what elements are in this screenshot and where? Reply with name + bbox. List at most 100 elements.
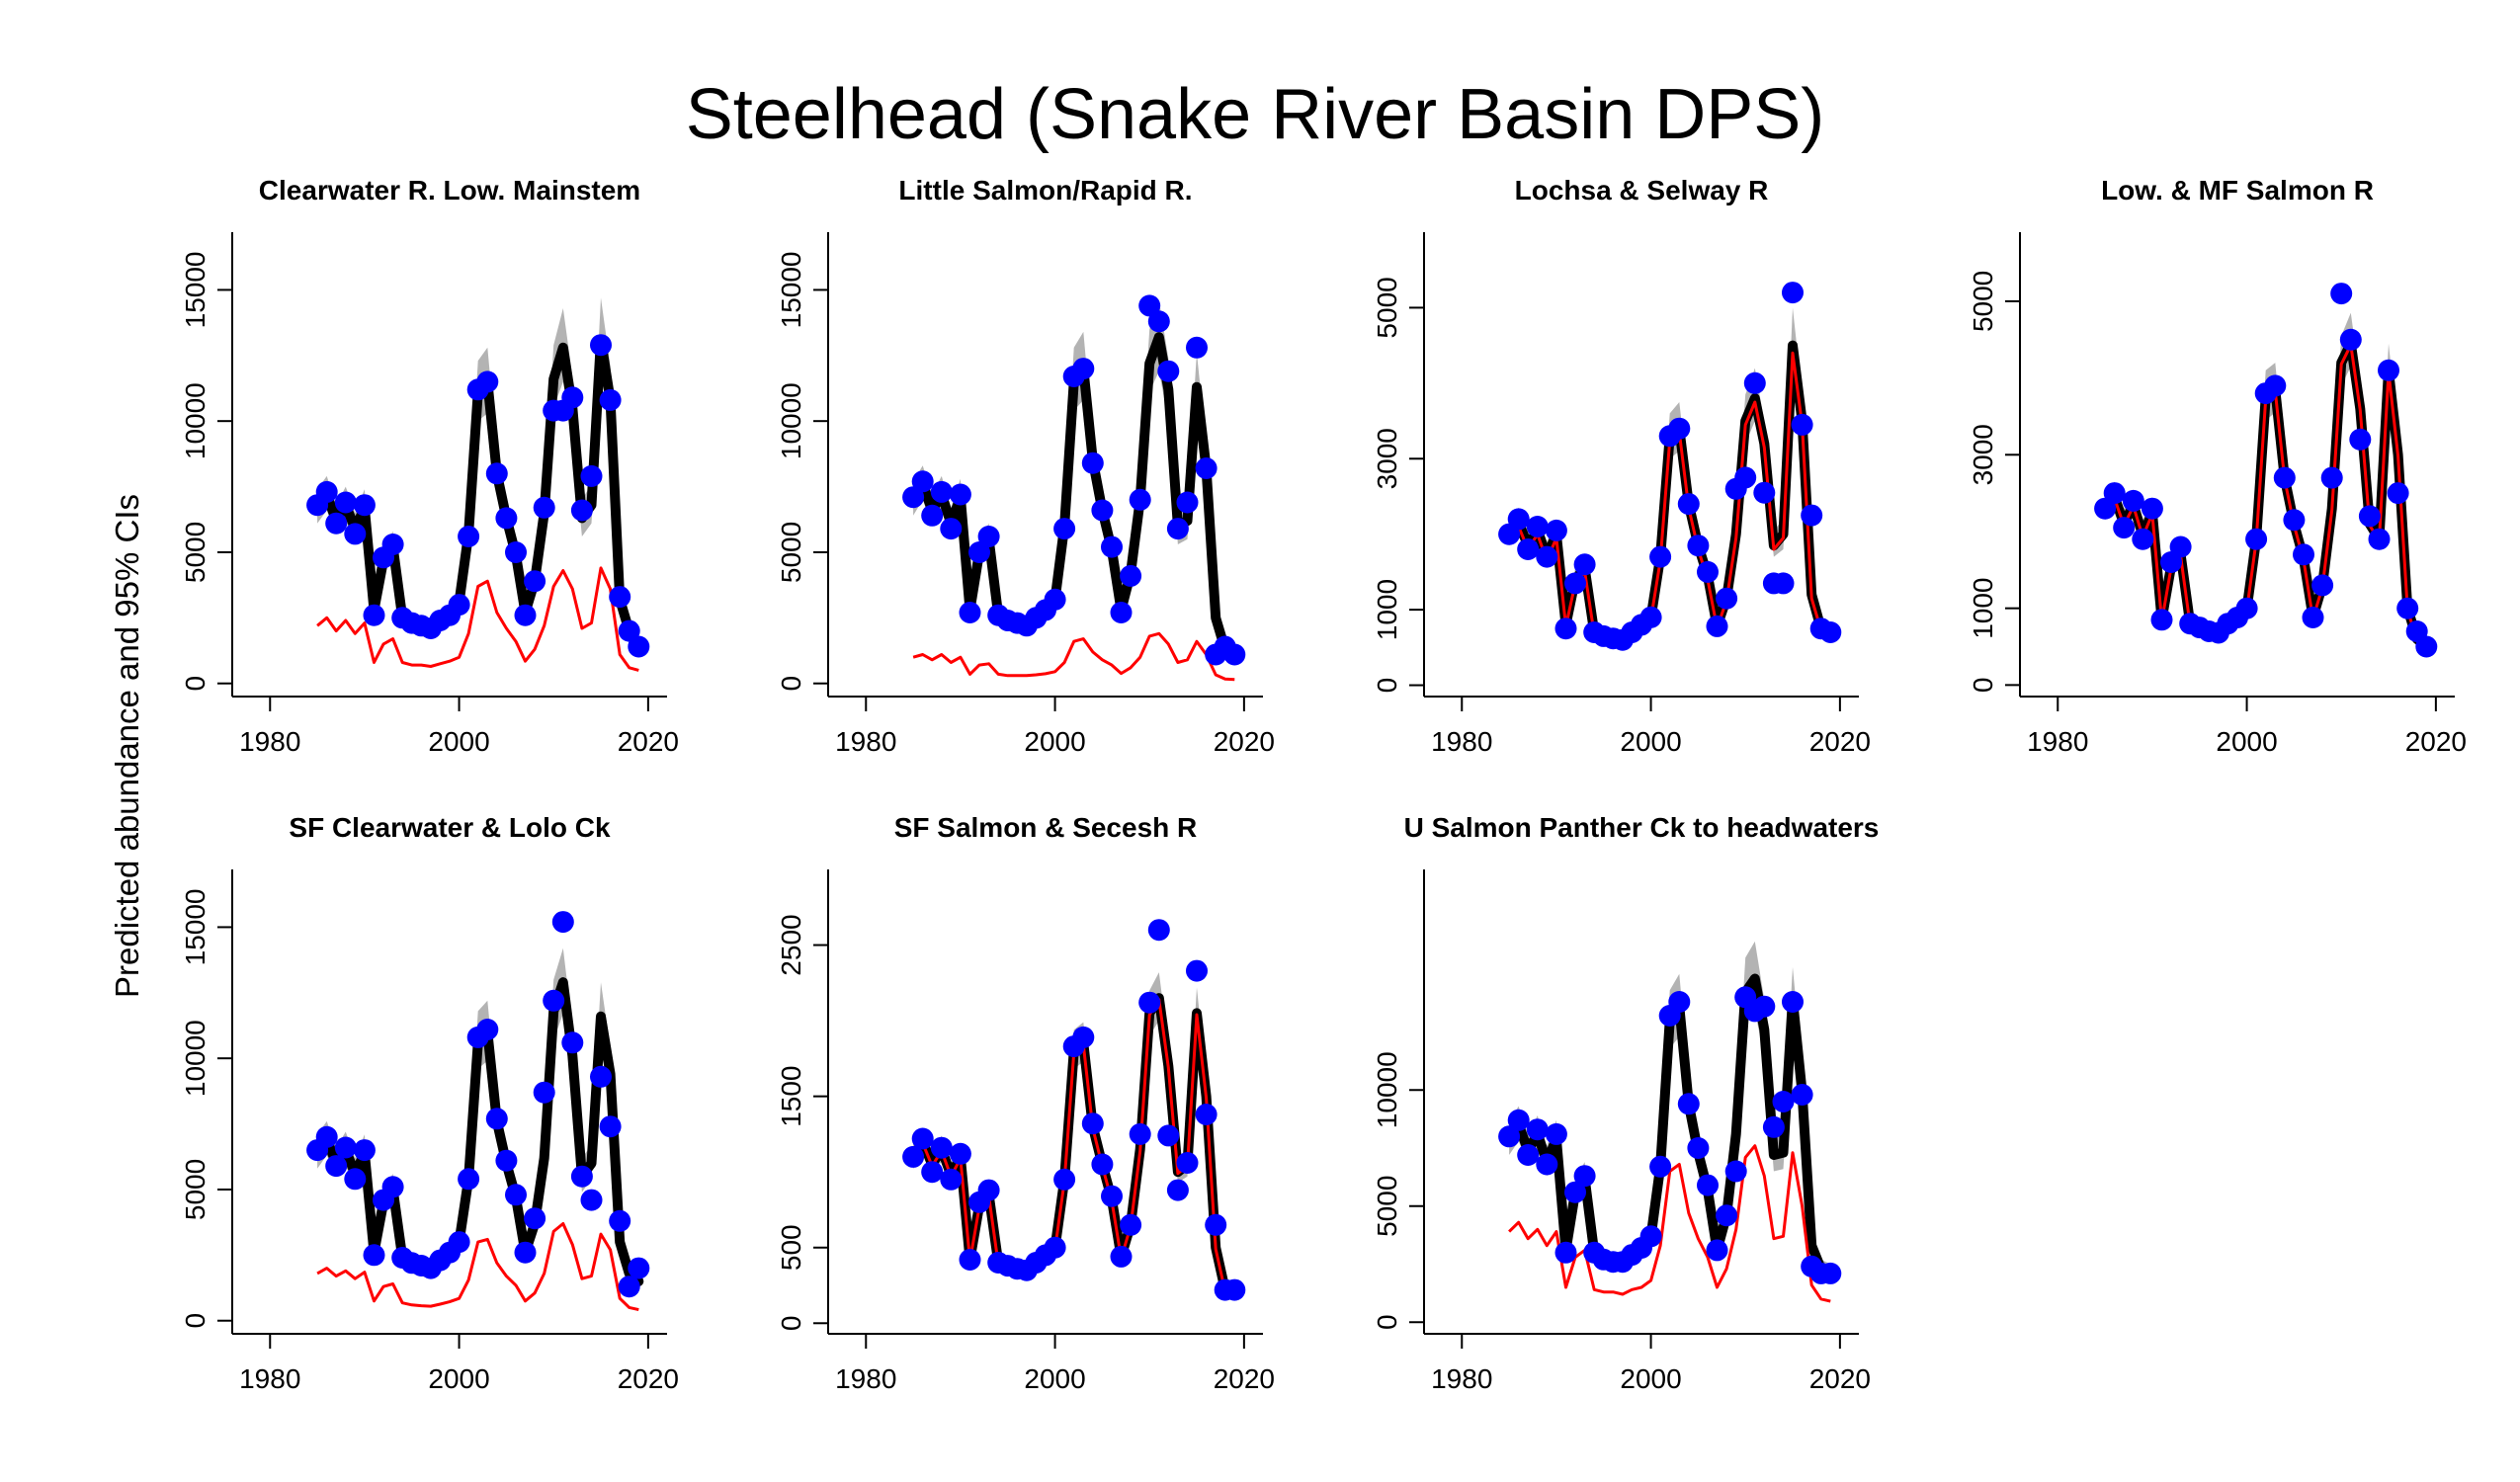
- x-tick-label: 1980: [239, 726, 300, 757]
- y-tick-label: 10000: [776, 382, 806, 459]
- observed-point: [1668, 417, 1691, 440]
- observed-point: [1120, 1213, 1142, 1236]
- observed-point: [1697, 1174, 1719, 1196]
- observed-point: [381, 1176, 404, 1198]
- observed-point: [1772, 1091, 1795, 1112]
- y-tick-label: 1000: [1372, 579, 1402, 640]
- observed-point: [1677, 493, 1700, 516]
- observed-point: [1157, 360, 1180, 382]
- observed-point: [1091, 1153, 1114, 1176]
- observed-point: [1791, 413, 1813, 436]
- observed-point: [1545, 1122, 1567, 1145]
- observed-point: [1734, 466, 1757, 489]
- observed-point: [1687, 535, 1710, 557]
- observed-point: [1101, 1185, 1123, 1207]
- observed-point: [1639, 606, 1662, 628]
- observed-point: [1129, 1122, 1151, 1145]
- observed-point: [2339, 328, 2362, 351]
- y-tick-label: 2500: [776, 914, 806, 975]
- observed-point: [561, 1031, 584, 1054]
- observed-point: [1195, 1104, 1218, 1125]
- x-tick-label: 2020: [1214, 1363, 1275, 1394]
- observed-point: [570, 1165, 593, 1188]
- observed-point: [1081, 1112, 1104, 1135]
- observed-point: [505, 1184, 527, 1206]
- observed-point: [1147, 310, 1170, 333]
- panel-title: Little Salmon/Rapid R.: [898, 175, 1192, 206]
- observed-point: [1801, 504, 1823, 527]
- observed-point: [315, 480, 338, 503]
- observed-point: [458, 1168, 480, 1191]
- observed-point: [1176, 1152, 1199, 1174]
- observed-point: [949, 1142, 971, 1165]
- panel: Lochsa & Selway R 1980 2000 2020 0 1000 3000 50…: [1372, 175, 1871, 757]
- observed-point: [921, 504, 944, 527]
- observed-point: [1110, 602, 1133, 623]
- observed-point: [580, 1189, 603, 1211]
- ci-band: [317, 297, 639, 652]
- observed-point: [977, 526, 1000, 547]
- y-tick-label: 10000: [1372, 1051, 1402, 1128]
- observed-point: [1554, 1241, 1577, 1264]
- observed-point: [1687, 1137, 1710, 1159]
- x-tick-label: 2000: [428, 726, 489, 757]
- observed-point: [381, 534, 404, 555]
- observed-point: [524, 570, 546, 593]
- observed-point: [628, 1257, 650, 1279]
- x-tick-label: 1980: [2027, 726, 2088, 757]
- estimate-line: [1504, 340, 1836, 645]
- observed-point: [1110, 1245, 1133, 1268]
- x-tick-label: 2020: [1809, 1363, 1871, 1394]
- observed-point: [1791, 1084, 1813, 1106]
- observed-point: [2358, 505, 2381, 528]
- y-tick-label: 5000: [1968, 271, 1998, 332]
- observed-point: [1138, 991, 1161, 1014]
- observed-point: [2396, 597, 2419, 619]
- observed-point: [1157, 1124, 1180, 1147]
- observed-point: [2264, 374, 2287, 397]
- observed-point: [1573, 553, 1596, 576]
- y-tick-label: 0: [1968, 678, 1998, 694]
- observed-point: [524, 1207, 546, 1230]
- observed-point: [363, 604, 385, 626]
- observed-point: [911, 470, 934, 493]
- observed-point: [1819, 1262, 1842, 1284]
- y-tick-label: 5000: [180, 522, 210, 583]
- observed-point: [1782, 991, 1804, 1013]
- y-tick-label: 1500: [776, 1065, 806, 1126]
- observed-point: [2378, 359, 2399, 381]
- observed-point: [609, 1209, 631, 1232]
- observed-point: [2113, 517, 2136, 539]
- y-tick-label: 5000: [1372, 277, 1402, 338]
- observed-point: [1743, 371, 1766, 394]
- x-tick-label: 2020: [2405, 726, 2467, 757]
- observed-point: [1186, 959, 1208, 982]
- y-axis-label: Predicted abundance and 95% CIs: [109, 494, 145, 998]
- observed-point: [1753, 481, 1776, 504]
- observed-point: [1716, 1204, 1738, 1227]
- observed-point: [2169, 535, 2192, 558]
- observed-point: [628, 635, 650, 658]
- panel: Low. & MF Salmon R 1980 2000 2020 0 1000 3000 5…: [1968, 175, 2467, 757]
- observed-point: [1668, 991, 1691, 1013]
- observed-point: [1526, 516, 1549, 537]
- observed-point: [1649, 1155, 1672, 1178]
- observed-point: [930, 480, 953, 503]
- observed-point: [561, 386, 584, 409]
- observed-point: [2293, 543, 2314, 566]
- observed-point: [1176, 491, 1199, 514]
- secondary-line: [912, 631, 1235, 682]
- observed-point: [1205, 1213, 1227, 1236]
- observed-point: [618, 1276, 640, 1298]
- observed-point: [2368, 528, 2391, 550]
- observed-point: [1044, 1236, 1066, 1259]
- observed-point: [1223, 643, 1246, 666]
- observed-point: [618, 619, 640, 642]
- ci-band: [317, 947, 639, 1289]
- y-tick-label: 15000: [776, 251, 806, 328]
- observed-point: [1573, 1165, 1596, 1188]
- observed-point: [2150, 609, 2173, 631]
- panels: Clearwater R. Low. Mainstem 1980 2000 2020 0…: [180, 175, 2467, 1394]
- observed-point: [353, 1139, 376, 1162]
